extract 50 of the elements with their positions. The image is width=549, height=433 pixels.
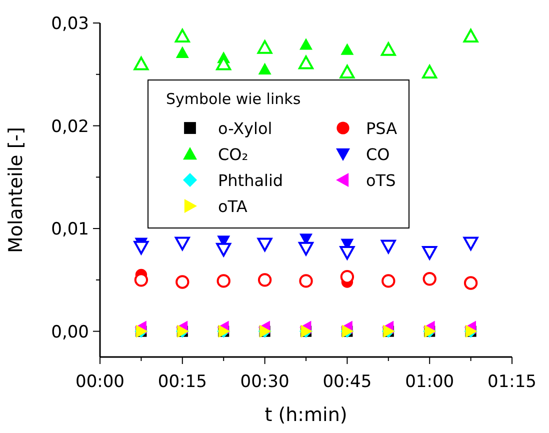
- point: [174, 28, 190, 43]
- legend-label: CO: [366, 145, 390, 164]
- point: [340, 64, 355, 79]
- legend-label: oTS: [366, 171, 396, 190]
- point: [258, 62, 272, 74]
- point: [463, 236, 478, 250]
- point: [422, 64, 438, 79]
- point: [380, 42, 396, 56]
- point: [258, 273, 272, 287]
- legend-label: oTA: [218, 197, 248, 216]
- x-tick-label: 00:15: [158, 372, 207, 392]
- point: [134, 273, 148, 287]
- x-tick-label: 01:15: [488, 372, 536, 392]
- y-tick-label: 0,02: [51, 116, 89, 137]
- point: [464, 276, 478, 290]
- point: [257, 238, 272, 252]
- x-tick-label: 00:45: [322, 372, 372, 392]
- x-tick-label: 00:30: [240, 372, 290, 392]
- y-axis-title: Molanteile [-]: [5, 126, 27, 254]
- legend-label: Phthalid: [218, 171, 284, 190]
- point: [340, 270, 354, 284]
- point: [216, 242, 232, 257]
- point: [134, 240, 149, 255]
- point: [298, 56, 314, 70]
- point: [380, 240, 396, 254]
- y-tick-label: 0,01: [51, 220, 89, 240]
- point: [422, 272, 436, 286]
- point: [300, 38, 312, 50]
- point: [176, 46, 189, 58]
- point: [382, 274, 396, 288]
- x-tick-label: 00:00: [76, 372, 124, 392]
- point: [299, 274, 313, 288]
- point: [257, 40, 272, 54]
- legend-title: Symbole wie links: [166, 90, 301, 108]
- point: [340, 246, 355, 260]
- point: [463, 28, 478, 43]
- point: [174, 236, 190, 250]
- point: [176, 275, 190, 289]
- y-tick-label: 0,03: [51, 14, 89, 34]
- y-tick-label: 0,00: [51, 322, 89, 342]
- point: [134, 56, 149, 70]
- x-axis-title: t (h:min): [264, 404, 348, 426]
- legend-label: o-Xylol: [218, 119, 272, 138]
- legend-label: CO₂: [218, 145, 248, 164]
- x-tick-label: 01:00: [405, 372, 454, 392]
- point: [298, 242, 314, 256]
- point: [340, 43, 354, 55]
- point: [422, 246, 438, 260]
- point: [216, 274, 230, 288]
- legend-label: PSA: [366, 119, 398, 138]
